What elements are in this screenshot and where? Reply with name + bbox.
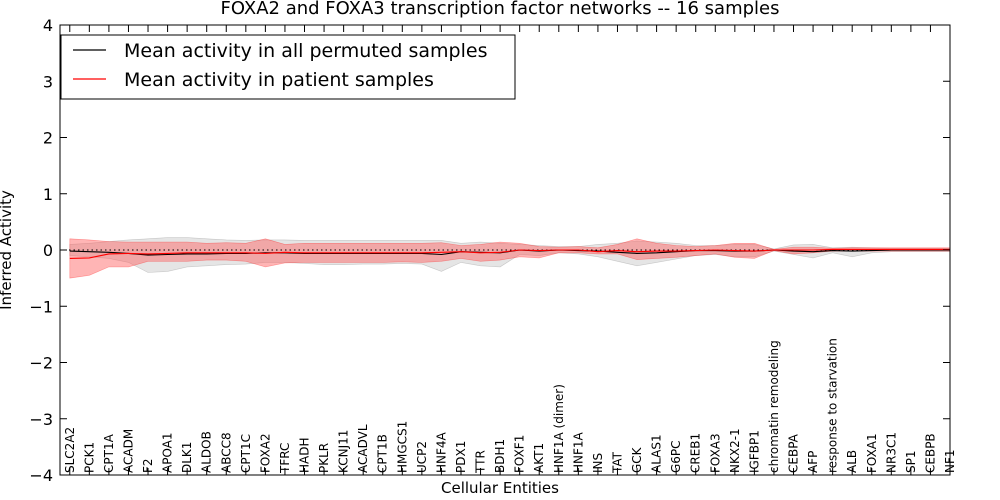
x-tick-label: IGFBP1 — [747, 430, 761, 473]
y-axis-title: Inferred Activity — [0, 190, 15, 310]
legend-label-permuted: Mean activity in all permuted samples — [124, 40, 487, 62]
x-tick-label: PDX1 — [454, 441, 468, 473]
x-tick-label: SLC2A2 — [63, 427, 77, 473]
x-tick-label: ALB — [845, 450, 859, 473]
x-tick-label: TAT — [611, 451, 625, 474]
y-tick-label: 4 — [43, 16, 53, 35]
x-tick-label: DLK1 — [180, 442, 194, 473]
y-tick-label: 2 — [43, 129, 53, 148]
x-tick-label: TTR — [474, 450, 488, 474]
plot-frame — [59, 24, 951, 476]
y-tick-label: 1 — [43, 185, 53, 204]
x-tick-label: BDH1 — [493, 439, 507, 473]
x-tick-label: CEBPB — [923, 433, 937, 473]
y-tick-label: −2 — [29, 354, 53, 373]
x-tick-label: HMGCS1 — [395, 421, 409, 473]
legend: Mean activity in all permuted samples Me… — [60, 34, 516, 100]
x-tick-label: HNF1A — [571, 431, 585, 473]
x-tick-label: HNF4A — [434, 431, 448, 473]
y-tick-label: −3 — [29, 410, 53, 429]
x-tick-label: CEBPA — [787, 433, 801, 473]
x-tick-label: PKLR — [317, 443, 331, 473]
x-tick-label: KCNJ11 — [337, 430, 351, 473]
x-tick-label: CPT1A — [102, 433, 116, 473]
x-tick-label: FOXA2 — [258, 433, 272, 473]
x-tick-label: CPT1B — [376, 434, 390, 473]
x-tick-label: HNF1A (dimer) — [552, 384, 566, 473]
x-tick-label: ACADVL — [356, 424, 370, 473]
x-tick-label: NKX2-1 — [728, 428, 742, 473]
band-series-1 — [69, 238, 951, 279]
series-line-1 — [69, 248, 950, 259]
legend-box — [60, 34, 516, 100]
x-tick-label: UCP2 — [415, 441, 429, 473]
x-tick-label: NR3C1 — [884, 432, 898, 473]
x-tick-label: ALDOB — [200, 431, 214, 473]
y-tick-label: −4 — [29, 466, 53, 485]
chart-title: FOXA2 and FOXA3 transcription factor net… — [221, 0, 780, 19]
y-tick-label: −1 — [29, 297, 53, 316]
x-tick-label: PCK1 — [82, 442, 96, 473]
x-tick-label: CPT1C — [239, 434, 253, 473]
x-tick-label: SP1 — [904, 451, 918, 474]
x-tick-label: chromatin remodeling — [767, 340, 781, 473]
x-tick-label: response to starvation — [826, 338, 840, 473]
x-tick-label: CREB1 — [689, 433, 703, 473]
x-tick-label: TFRC — [278, 443, 292, 474]
x-tick-label: AFP — [806, 451, 820, 473]
x-tick-label: FOXA1 — [865, 433, 879, 473]
axes: −4 −3 −2 −1 0 1 2 3 4 SLC2A2 PCK1 CPT1A ACADM F2 APOA1… — [29, 16, 957, 485]
y-tick-label: 0 — [43, 241, 53, 260]
x-tick-label: AKT1 — [532, 443, 546, 473]
x-tick-label: FOXF1 — [513, 435, 527, 473]
x-tick-label: HADH — [298, 438, 312, 474]
x-tick-label: ACADM — [122, 429, 136, 473]
x-tick-label: F2 — [141, 458, 155, 473]
x-tick-label: FOXA3 — [708, 433, 722, 473]
x-tick-label: ALAS1 — [650, 434, 664, 473]
x-tick-label: G6PC — [669, 440, 683, 473]
plot-area — [60, 237, 951, 279]
x-tick-label: GCK — [630, 446, 644, 473]
x-tick-label: APOA1 — [161, 432, 175, 473]
x-tick-label: ABCC8 — [219, 432, 233, 473]
x-tick-label: INS — [591, 453, 605, 473]
legend-label-patient: Mean activity in patient samples — [124, 69, 434, 91]
y-tick-label: 3 — [43, 72, 53, 91]
x-axis-title: Cellular Entities — [441, 479, 559, 497]
